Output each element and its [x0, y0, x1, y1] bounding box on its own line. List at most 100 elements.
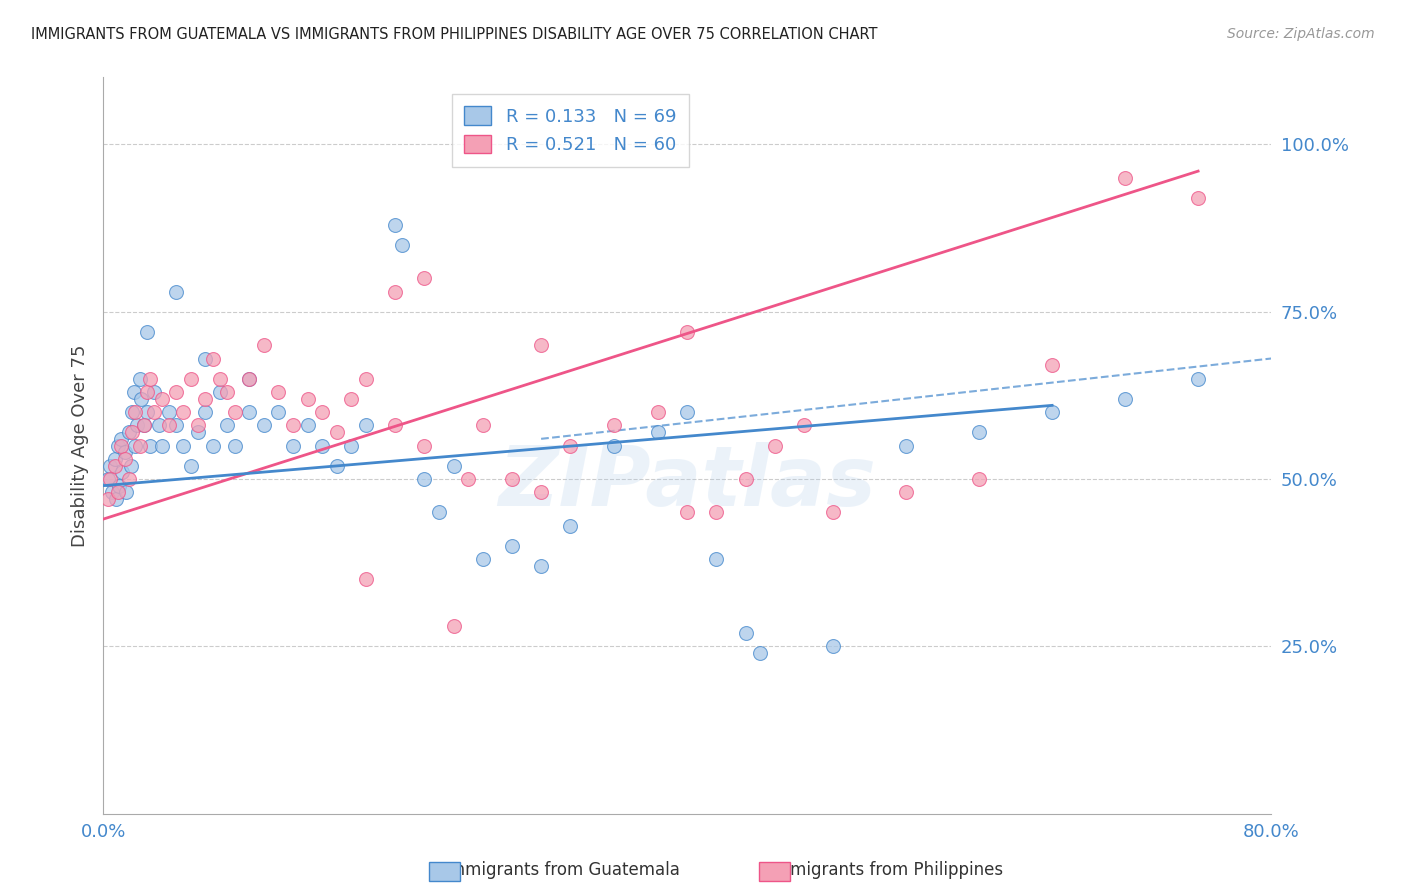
Point — [471, 552, 494, 566]
Point — [143, 405, 166, 419]
Point — [101, 485, 124, 500]
Point — [1040, 405, 1063, 419]
Point — [647, 425, 669, 439]
Point — [297, 392, 319, 406]
Point — [121, 425, 143, 439]
Point — [224, 405, 246, 419]
Point — [967, 425, 990, 439]
Point — [124, 405, 146, 419]
Point — [136, 384, 159, 399]
Point — [413, 472, 436, 486]
Point — [118, 425, 141, 439]
Point — [129, 392, 152, 406]
Point — [208, 371, 231, 385]
Point — [107, 485, 129, 500]
Point — [132, 418, 155, 433]
Point — [172, 405, 194, 419]
Point — [143, 384, 166, 399]
Point — [391, 237, 413, 252]
Point — [194, 405, 217, 419]
Point — [139, 371, 162, 385]
Point — [281, 438, 304, 452]
Point — [311, 438, 333, 452]
Point — [1114, 170, 1136, 185]
Point — [194, 351, 217, 366]
Point — [104, 451, 127, 466]
Point — [734, 626, 756, 640]
Text: ZIPatlas: ZIPatlas — [498, 442, 876, 523]
Point — [217, 418, 239, 433]
Point — [110, 438, 132, 452]
Point — [734, 472, 756, 486]
Point — [560, 438, 582, 452]
Point — [128, 371, 150, 385]
Point — [180, 371, 202, 385]
Point — [132, 418, 155, 433]
Point — [281, 418, 304, 433]
Point — [96, 491, 118, 506]
Point — [967, 472, 990, 486]
Point — [1187, 371, 1209, 385]
Point — [823, 640, 845, 654]
Point — [267, 405, 290, 419]
Point — [224, 438, 246, 452]
Point — [100, 472, 122, 486]
Point — [530, 485, 553, 500]
Point — [111, 465, 134, 479]
Point — [114, 451, 136, 466]
Point — [676, 505, 699, 519]
Point — [114, 445, 136, 459]
Point — [172, 438, 194, 452]
Point — [340, 438, 363, 452]
Point — [110, 432, 132, 446]
Text: Immigrants from Philippines: Immigrants from Philippines — [769, 861, 1002, 879]
Text: IMMIGRANTS FROM GUATEMALA VS IMMIGRANTS FROM PHILIPPINES DISABILITY AGE OVER 75 : IMMIGRANTS FROM GUATEMALA VS IMMIGRANTS … — [31, 27, 877, 42]
Point — [384, 218, 406, 232]
Point — [180, 458, 202, 473]
Point — [354, 418, 377, 433]
Point — [501, 539, 523, 553]
Point — [136, 405, 159, 419]
Point — [823, 505, 845, 519]
Point — [165, 285, 187, 299]
Point — [104, 458, 127, 473]
Point — [1187, 191, 1209, 205]
Point — [253, 418, 276, 433]
Point — [384, 285, 406, 299]
Point — [647, 405, 669, 419]
Point — [148, 418, 170, 433]
Point — [501, 472, 523, 486]
Point — [325, 458, 347, 473]
Point — [238, 371, 260, 385]
Point — [267, 384, 290, 399]
Legend: R = 0.133   N = 69, R = 0.521   N = 60: R = 0.133 N = 69, R = 0.521 N = 60 — [451, 94, 689, 167]
Point — [122, 384, 145, 399]
Point — [894, 485, 917, 500]
Point — [1040, 358, 1063, 372]
Point — [676, 405, 699, 419]
Y-axis label: Disability Age Over 75: Disability Age Over 75 — [72, 344, 89, 547]
Point — [187, 425, 209, 439]
Point — [125, 418, 148, 433]
Point — [603, 438, 626, 452]
Point — [139, 438, 162, 452]
Point — [603, 418, 626, 433]
Point — [253, 338, 276, 352]
Point — [325, 425, 347, 439]
Text: Source: ZipAtlas.com: Source: ZipAtlas.com — [1227, 27, 1375, 41]
Point — [107, 438, 129, 452]
Point — [384, 418, 406, 433]
Point — [124, 438, 146, 452]
Point — [443, 619, 465, 633]
Point — [217, 384, 239, 399]
Point — [427, 505, 450, 519]
Point — [763, 438, 786, 452]
Point — [208, 384, 231, 399]
Point — [413, 438, 436, 452]
Point — [201, 438, 224, 452]
Point — [530, 559, 553, 574]
Point — [238, 371, 260, 385]
Point — [704, 552, 727, 566]
Text: Immigrants from Guatemala: Immigrants from Guatemala — [444, 861, 681, 879]
Point — [121, 405, 143, 419]
